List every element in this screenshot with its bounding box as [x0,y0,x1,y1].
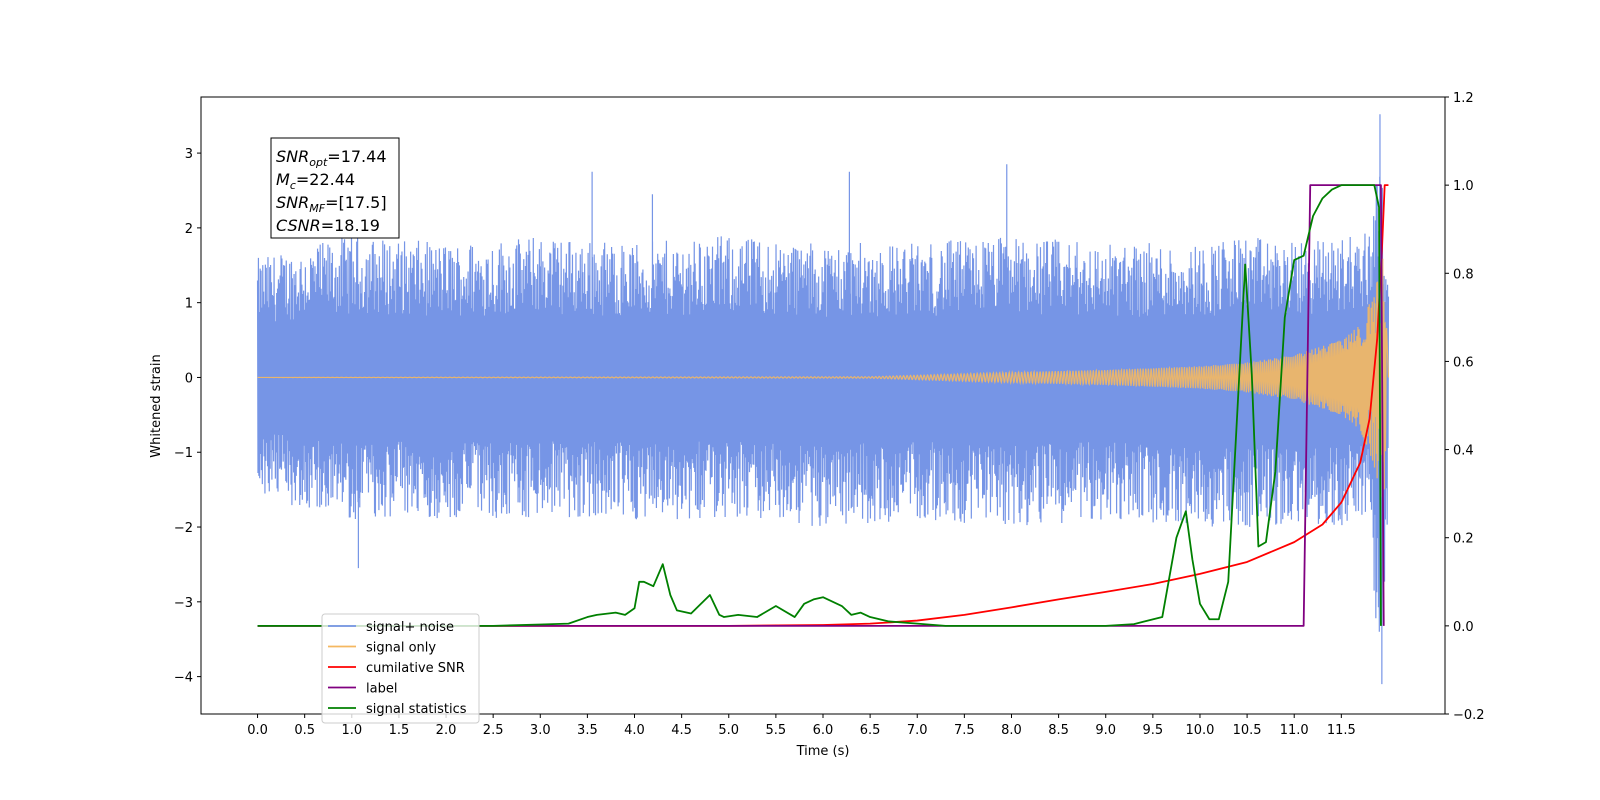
axes: 0.0 0.5 1.0 1.5 2.0 2.5 3.0 3.5 4.0 4.5 5.0 5.5 6.0 6… [174,91,1485,738]
legend-label: signal only [366,641,436,656]
y-right-tick-label: 1.0 [1453,179,1474,194]
annotation-line: Mc=22.44 [276,170,355,192]
annotation-line: SNRopt=17.44 [276,147,387,169]
y-tick-label: −3 [174,596,193,611]
x-tick-label: 6.5 [860,723,881,738]
x-tick-label: 0.5 [294,723,315,738]
x-tick-label: 11.5 [1327,723,1356,738]
x-tick-label: 10.0 [1185,723,1214,738]
legend-box [321,613,480,724]
y-tick-label: 2 [185,222,193,237]
y-tick-label: −2 [174,521,193,536]
x-tick-label: 4.5 [671,723,692,738]
x-tick-label: 3.5 [577,723,598,738]
x-tick-label: 9.0 [1095,723,1116,738]
x-axis-label: Time (s) [796,744,850,759]
y-right-tick-label: 0.0 [1453,620,1474,635]
series-signal-only-line [257,258,1390,498]
x-tick-label: 10.5 [1233,723,1262,738]
x-tick-label: 11.0 [1280,723,1309,738]
legend: signal+ noise signal only cumilative SNR la… [321,613,480,724]
legend-label: cumilative SNR [366,661,465,676]
y-right-tick-label: 0.4 [1453,444,1474,459]
legend-label: signal+ noise [366,620,454,635]
series-signal-statistics-line [257,184,1382,627]
y-right-tick-label: 0.8 [1453,267,1474,282]
x-tick-label: 7.0 [907,723,928,738]
series-cumulative-snr-line [257,184,1389,627]
x-tick-label: 1.5 [389,723,410,738]
annotation-line: SNRMF=[17.5] [276,193,387,215]
stats-annotation: SNRopt=17.44Mc=22.44SNRMF=[17.5]CSNR=18.… [270,137,400,239]
y-right-tick-label: 1.2 [1453,91,1474,106]
y-right-tick-label: 0.6 [1453,355,1474,370]
x-tick-label: 2.0 [436,723,457,738]
legend-label: label [366,682,397,697]
y-tick-label: −4 [174,671,193,686]
x-tick-label: 5.5 [766,723,787,738]
y-right-tick-label: −0.2 [1453,708,1485,723]
x-tick-label: 9.5 [1143,723,1164,738]
x-tick-label: 6.0 [813,723,834,738]
x-tick-label: 0.0 [247,723,268,738]
y-axis-label: Whitened strain [149,354,164,457]
annotation-line: CSNR=18.19 [276,216,380,235]
x-tick-label: 1.0 [341,723,362,738]
annotation-box [270,137,400,239]
x-tick-label: 8.0 [1001,723,1022,738]
x-tick-label: 2.5 [483,723,504,738]
legend-label: signal statistics [366,702,467,717]
y-tick-label: 3 [185,147,193,162]
y-tick-label: 1 [185,297,193,312]
y-right-tick-label: 0.2 [1453,532,1474,547]
y-tick-label: −1 [174,446,193,461]
x-tick-label: 3.0 [530,723,551,738]
x-tick-label: 8.5 [1048,723,1069,738]
y-tick-label: 0 [185,371,193,386]
plot-area [256,114,1390,685]
x-tick-label: 4.0 [624,723,645,738]
x-tick-label: 7.5 [954,723,975,738]
x-tick-label: 5.0 [718,723,739,738]
